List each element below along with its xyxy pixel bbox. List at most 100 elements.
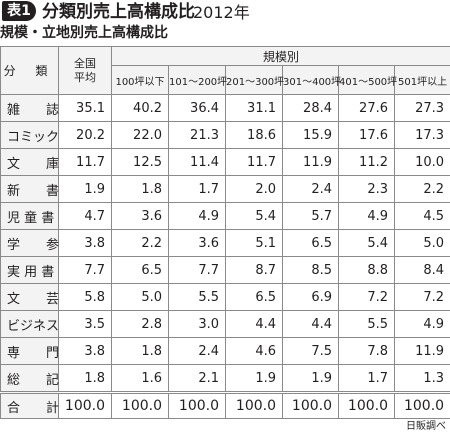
national-average-cell: 1.9 [58,175,112,203]
value-cell: 1.3 [393,364,450,393]
table-title: 分類別売上高構成比 [42,2,195,22]
value-cell: 2.2 [111,229,169,257]
size-header: 101〜200坪 [168,65,227,95]
value-cell: 27.3 [393,94,450,122]
value-cell: 4.6 [225,337,283,365]
value-cell: 5.1 [225,229,283,257]
figure-header: 表1 分類別売上高構成比 2012年 [0,0,450,24]
value-cell: 11.9 [393,337,450,365]
category-cell: 児 童 書 [0,202,59,230]
table-row: 文 庫 11.7 12.5 11.4 11.7 11.9 11.2 10.0 [0,148,450,176]
value-cell: 3.6 [168,229,226,257]
value-cell: 1.9 [225,364,283,393]
table-row: 児 童 書 4.7 3.6 4.9 5.4 5.7 4.9 4.5 [0,202,450,230]
value-cell: 3.0 [168,310,226,338]
value-cell: 11.4 [168,148,226,176]
value-cell: 6.9 [282,283,339,311]
value-cell: 4.5 [393,202,450,230]
value-cell: 4.9 [393,310,450,338]
value-cell: 17.3 [393,121,450,149]
value-cell: 1.8 [111,175,169,203]
value-cell: 2.4 [282,175,339,203]
value-cell: 4.4 [282,310,339,338]
table-row: 新 書 1.9 1.8 1.7 2.0 2.4 2.3 2.2 [0,175,450,203]
value-cell: 1.8 [111,337,169,365]
value-cell: 8.4 [393,256,450,284]
value-cell: 40.2 [111,94,169,122]
value-cell: 6.5 [111,256,169,284]
value-cell: 22.0 [111,121,169,149]
national-average-cell: 3.8 [58,337,112,365]
value-cell: 8.5 [282,256,339,284]
value-cell: 4.9 [168,202,226,230]
value-cell: 7.2 [338,283,395,311]
national-average-cell: 11.7 [58,148,112,176]
category-cell: 雑 誌 [0,94,59,122]
value-cell: 5.5 [168,283,226,311]
value-cell: 1.9 [282,364,339,393]
category-column-header: 分 類 [0,46,59,95]
category-cell: 実 用 書 [0,256,59,284]
category-cell: 合 計 [0,391,59,419]
national-average-cell: 20.2 [58,121,112,149]
national-average-cell: 1.8 [58,364,112,393]
value-cell: 1.7 [168,175,226,203]
national-average-cell: 5.8 [58,283,112,311]
value-cell: 2.1 [168,364,226,393]
national-average-cell: 3.5 [58,310,112,338]
value-cell: 2.2 [393,175,450,203]
national-average-cell: 4.7 [58,202,112,230]
table-row: 文 芸 5.8 5.0 5.5 6.5 6.9 7.2 7.2 [0,283,450,311]
source-note: 日販調べ [406,421,446,432]
value-cell: 100.0 [282,391,339,419]
value-cell: 2.0 [225,175,283,203]
value-cell: 2.8 [111,310,169,338]
category-cell: ビジネス [0,310,59,338]
table-row: 専 門 3.8 1.8 2.4 4.6 7.5 7.8 11.9 [0,337,450,365]
value-cell: 2.4 [168,337,226,365]
value-cell: 5.0 [111,283,169,311]
value-cell: 5.4 [225,202,283,230]
value-cell: 100.0 [393,391,450,419]
table-body: 雑 誌 35.1 40.2 36.4 31.1 28.4 27.6 27.3 コミック 20.2 2… [0,94,450,419]
table-subtitle: 規模・立地別売上高構成比 [0,25,168,41]
value-cell: 6.5 [225,283,283,311]
table-number-badge: 表1 [2,1,36,21]
value-cell: 7.8 [338,337,395,365]
value-cell: 28.4 [282,94,339,122]
category-cell: 文 庫 [0,148,59,176]
value-cell: 12.5 [111,148,169,176]
national-average-header: 全国 平均 [58,46,112,95]
value-cell: 17.6 [338,121,395,149]
value-cell: 5.5 [338,310,395,338]
value-cell: 100.0 [168,391,226,419]
value-cell: 2.3 [338,175,395,203]
value-cell: 4.9 [338,202,395,230]
value-cell: 100.0 [338,391,395,419]
national-header-line2: 平均 [74,70,96,84]
category-cell: 新 書 [0,175,59,203]
value-cell: 7.7 [168,256,226,284]
value-cell: 15.9 [282,121,339,149]
value-cell: 18.6 [225,121,283,149]
value-cell: 8.8 [338,256,395,284]
value-cell: 6.5 [282,229,339,257]
value-cell: 100.0 [225,391,283,419]
value-cell: 5.4 [338,229,395,257]
value-cell: 27.6 [338,94,395,122]
value-cell: 4.4 [225,310,283,338]
value-cell: 7.2 [393,283,450,311]
table-row: 学 参 3.8 2.2 3.6 5.1 6.5 5.4 5.0 [0,229,450,257]
value-cell: 10.0 [393,148,450,176]
value-cell: 5.0 [393,229,450,257]
value-cell: 1.6 [111,364,169,393]
value-cell: 31.1 [225,94,283,122]
table-row: コミック 20.2 22.0 21.3 18.6 15.9 17.6 17.3 [0,121,450,149]
category-cell: 総 記 [0,364,59,393]
category-cell: 専 門 [0,337,59,365]
national-average-cell: 7.7 [58,256,112,284]
table-row: 総 記 1.8 1.6 2.1 1.9 1.9 1.7 1.3 [0,364,450,393]
table-row: ビジネス 3.5 2.8 3.0 4.4 4.4 5.5 4.9 [0,310,450,338]
category-cell: 文 芸 [0,283,59,311]
size-header: 401〜500坪 [338,65,397,95]
